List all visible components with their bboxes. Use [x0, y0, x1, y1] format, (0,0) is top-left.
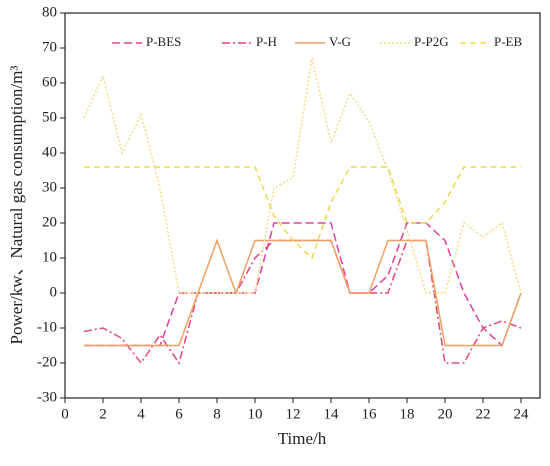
x-tick-label: 6 [175, 406, 183, 422]
x-axis-label: Time/h [278, 429, 327, 448]
y-tick-label: 10 [42, 249, 57, 265]
y-tick-label: -30 [37, 389, 57, 405]
legend-label: P-BES [146, 34, 181, 49]
y-tick-label: 0 [50, 284, 58, 300]
series-line [84, 238, 522, 347]
x-tick-label: 0 [61, 406, 69, 422]
x-tick-label: 4 [137, 406, 145, 422]
x-tick-label: 18 [400, 406, 415, 422]
legend-label: P-H [256, 34, 277, 49]
x-tick-label: 8 [213, 406, 221, 422]
y-tick-label: 60 [42, 74, 57, 90]
legend-label: V-G [329, 34, 351, 49]
y-tick-label: -20 [37, 354, 57, 370]
x-tick-label: 2 [99, 406, 107, 422]
legend-label: P-P2G [414, 34, 449, 49]
y-tick-label: 40 [42, 144, 57, 160]
series-line [83, 58, 522, 294]
y-tick-label: 80 [42, 4, 57, 20]
x-tick-label: 20 [438, 406, 453, 422]
legend-label: P-EB [494, 34, 523, 49]
x-tick-label: 22 [476, 406, 491, 422]
y-tick-label: 30 [42, 179, 57, 195]
y-tick-label: -10 [37, 319, 57, 335]
y-tick-label: 50 [42, 109, 57, 125]
x-tick-label: 16 [362, 406, 378, 422]
x-tick-label: 12 [286, 406, 301, 422]
y-tick-label: 70 [42, 39, 57, 55]
x-tick-label: 14 [324, 406, 340, 422]
series-line [83, 239, 522, 365]
x-tick-label: 24 [514, 406, 530, 422]
y-axis-label: Power/kw、Natural gas consumption/m³ [7, 66, 26, 345]
series-line [84, 166, 521, 260]
plot-frame [64, 12, 541, 399]
y-tick-label: 20 [42, 214, 57, 230]
x-tick-label: 10 [248, 406, 263, 422]
series-line [84, 222, 522, 347]
